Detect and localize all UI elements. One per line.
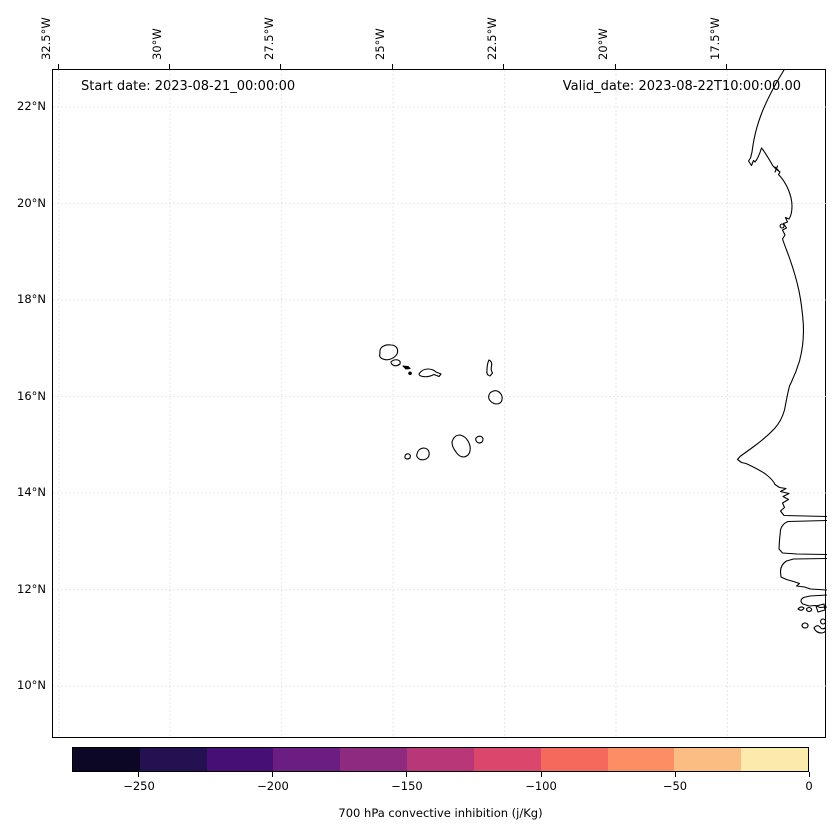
lat-tick-label: 12°N [17,581,46,596]
coastline-africa [779,223,785,229]
colorbar-segment [607,748,675,771]
lat-tick-label: 22°N [17,99,46,113]
colorbar-segment [73,748,140,771]
colorbar-segment [540,748,608,771]
coastline-africa [800,594,827,609]
lat-tick-label: 16°N [17,388,46,403]
island-outline [815,603,826,613]
island-outline [801,622,809,629]
lat-tick-label: 20°N [17,195,46,210]
island-outline [797,606,805,611]
colorbar-tick-label: −200 [257,779,289,793]
lon-tick-label: 22.5°W [484,17,499,60]
island-outline [451,434,471,458]
colorbar-segment [407,748,474,771]
colorbar-segment [340,748,408,771]
island-outline [416,447,430,461]
colorbar-tick-mark [138,772,140,777]
colorbar-tick-label: 0 [805,779,813,793]
colorbar-segment [273,748,341,771]
lat-tick-label: 10°N [17,678,46,692]
colorbar-tick-label: −100 [525,779,557,793]
colorbar-title: 700 hPa convective inhibition (j/Kg) [338,806,543,820]
lon-tick-mark [726,64,727,69]
annotation-valid-date: Valid_date: 2023-08-22T10:00:00.00 [562,79,801,94]
colorbar-tick-mark [272,772,274,777]
colorbar-segment [206,748,274,771]
lon-tick-mark [614,64,616,69]
colorbar-tick-mark [540,772,542,777]
island-outline [379,344,399,361]
colorbar-tick-mark [674,772,676,777]
colorbar-tick-label: −150 [391,779,423,793]
island-outline [486,359,494,377]
lon-tick-label: 20°W [596,28,610,60]
lon-tick-mark [391,64,393,69]
island-outline [418,368,442,378]
colorbar-tick-label: −250 [123,779,155,793]
lon-tick-mark [280,64,281,69]
island-outline [488,390,503,405]
island-outline [806,606,813,613]
island-outline [813,625,827,634]
lon-tick-mark [168,64,170,69]
lon-tick-label: 32.5°W [39,17,53,60]
lon-tick-label: 30°W [150,28,164,60]
lon-tick-label: 27.5°W [261,17,276,60]
island-outline [390,359,401,367]
colorbar-tick-mark [808,772,810,777]
island-outline [408,371,412,376]
lat-tick-label: 18°N [17,292,46,306]
map-axes: Start date: 2023-08-21_00:00:00 Valid_da… [52,69,827,739]
lon-tick-label: 25°W [373,28,387,60]
coastline-africa [774,165,780,173]
colorbar-segment [473,748,541,771]
coastline-africa [778,519,827,556]
island-outline [475,435,484,444]
island-outline [402,365,411,370]
colorbar [72,747,809,772]
lon-tick-mark [57,64,59,69]
lat-tick-label: 14°N [17,485,46,499]
colorbar-tick-mark [406,772,408,777]
coastline-africa [736,70,827,518]
lon-tick-mark [503,64,504,69]
colorbar-segment [674,748,742,771]
map-svg [53,70,827,739]
colorbar-segment [741,748,808,771]
coastline-africa [779,557,827,591]
colorbar-segment [139,748,207,771]
island-outline [404,453,411,460]
colorbar-tick-label: −50 [662,779,688,793]
annotation-start-date: Start date: 2023-08-21_00:00:00 [81,79,296,94]
island-outline [820,618,827,625]
lon-tick-label: 17.5°W [707,17,722,60]
